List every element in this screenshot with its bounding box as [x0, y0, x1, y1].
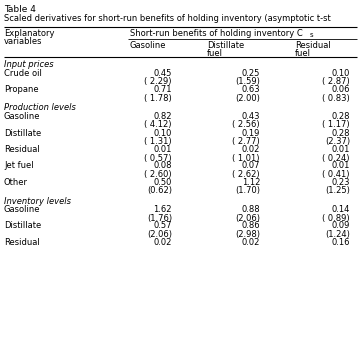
Text: Distillate: Distillate: [4, 129, 41, 138]
Text: (1.24): (1.24): [325, 230, 350, 239]
Text: 0.01: 0.01: [332, 145, 350, 154]
Text: Crude oil: Crude oil: [4, 69, 42, 78]
Text: ( 2.77): ( 2.77): [232, 137, 260, 146]
Text: ( 1.17): ( 1.17): [322, 121, 350, 130]
Text: Input prices: Input prices: [4, 60, 54, 69]
Text: variables: variables: [4, 37, 43, 46]
Text: 0.23: 0.23: [331, 178, 350, 187]
Text: ( 4.12): ( 4.12): [144, 121, 172, 130]
Text: Propane: Propane: [4, 85, 39, 94]
Text: 0.63: 0.63: [242, 85, 260, 94]
Text: (2.06): (2.06): [147, 230, 172, 239]
Text: ( 0.83): ( 0.83): [322, 93, 350, 103]
Text: ( 1.78): ( 1.78): [144, 93, 172, 103]
Text: Short-run benefits of holding inventory C: Short-run benefits of holding inventory …: [130, 29, 303, 38]
Text: 0.28: 0.28: [331, 112, 350, 121]
Text: 0.02: 0.02: [242, 238, 260, 247]
Text: Scaled derivatives for short-run benefits of holding inventory (asymptotic t-st: Scaled derivatives for short-run benefit…: [4, 14, 331, 23]
Text: ( 1.31): ( 1.31): [144, 137, 172, 146]
Text: 1.62: 1.62: [153, 205, 172, 214]
Text: 0.57: 0.57: [153, 222, 172, 231]
Text: Inventory levels: Inventory levels: [4, 196, 71, 205]
Text: 0.19: 0.19: [242, 129, 260, 138]
Text: Gasoline: Gasoline: [130, 41, 166, 50]
Text: 0.09: 0.09: [332, 222, 350, 231]
Text: ( 2.87): ( 2.87): [322, 77, 350, 86]
Text: 0.06: 0.06: [331, 85, 350, 94]
Text: ( 0.41): ( 0.41): [322, 170, 350, 179]
Text: fuel: fuel: [207, 49, 223, 58]
Text: 0.25: 0.25: [242, 69, 260, 78]
Text: 0.10: 0.10: [154, 129, 172, 138]
Text: 0.14: 0.14: [332, 205, 350, 214]
Text: (1.70): (1.70): [235, 187, 260, 196]
Text: ( 0.89): ( 0.89): [322, 213, 350, 222]
Text: 0.28: 0.28: [331, 129, 350, 138]
Text: 0.01: 0.01: [154, 145, 172, 154]
Text: 0.08: 0.08: [153, 161, 172, 170]
Text: Jet fuel: Jet fuel: [4, 161, 34, 170]
Text: 0.02: 0.02: [154, 238, 172, 247]
Text: Other: Other: [4, 178, 28, 187]
Text: ( 2.29): ( 2.29): [144, 77, 172, 86]
Text: (1.25): (1.25): [325, 187, 350, 196]
Text: 0.07: 0.07: [242, 161, 260, 170]
Text: Distillate: Distillate: [207, 41, 244, 50]
Text: (2.06): (2.06): [235, 213, 260, 222]
Text: 1.12: 1.12: [242, 178, 260, 187]
Text: ( 2.60): ( 2.60): [144, 170, 172, 179]
Text: 0.86: 0.86: [242, 222, 260, 231]
Text: ( 2.56): ( 2.56): [232, 121, 260, 130]
Text: Production levels: Production levels: [4, 104, 76, 113]
Text: ( 0.57): ( 0.57): [144, 153, 172, 162]
Text: Residual: Residual: [4, 238, 40, 247]
Text: Table 4: Table 4: [4, 5, 36, 14]
Text: (0.62): (0.62): [147, 187, 172, 196]
Text: 0.02: 0.02: [242, 145, 260, 154]
Text: 0.82: 0.82: [153, 112, 172, 121]
Text: Gasoline: Gasoline: [4, 205, 40, 214]
Text: (2.37): (2.37): [325, 137, 350, 146]
Text: Residual: Residual: [4, 145, 40, 154]
Text: 0.45: 0.45: [154, 69, 172, 78]
Text: (1.76): (1.76): [147, 213, 172, 222]
Text: 0.71: 0.71: [153, 85, 172, 94]
Text: Distillate: Distillate: [4, 222, 41, 231]
Text: (2.00): (2.00): [235, 93, 260, 103]
Text: 0.43: 0.43: [242, 112, 260, 121]
Text: Gasoline: Gasoline: [4, 112, 40, 121]
Text: ( 2.62): ( 2.62): [232, 170, 260, 179]
Text: 0.10: 0.10: [332, 69, 350, 78]
Text: Residual: Residual: [295, 41, 331, 50]
Text: s: s: [310, 32, 314, 38]
Text: (1.59): (1.59): [235, 77, 260, 86]
Text: fuel: fuel: [295, 49, 311, 58]
Text: 0.01: 0.01: [332, 161, 350, 170]
Text: 0.16: 0.16: [331, 238, 350, 247]
Text: 0.50: 0.50: [154, 178, 172, 187]
Text: ( 0.24): ( 0.24): [322, 153, 350, 162]
Text: Explanatory: Explanatory: [4, 29, 55, 38]
Text: ( 1.01): ( 1.01): [232, 153, 260, 162]
Text: (2.98): (2.98): [235, 230, 260, 239]
Text: 0.88: 0.88: [242, 205, 260, 214]
